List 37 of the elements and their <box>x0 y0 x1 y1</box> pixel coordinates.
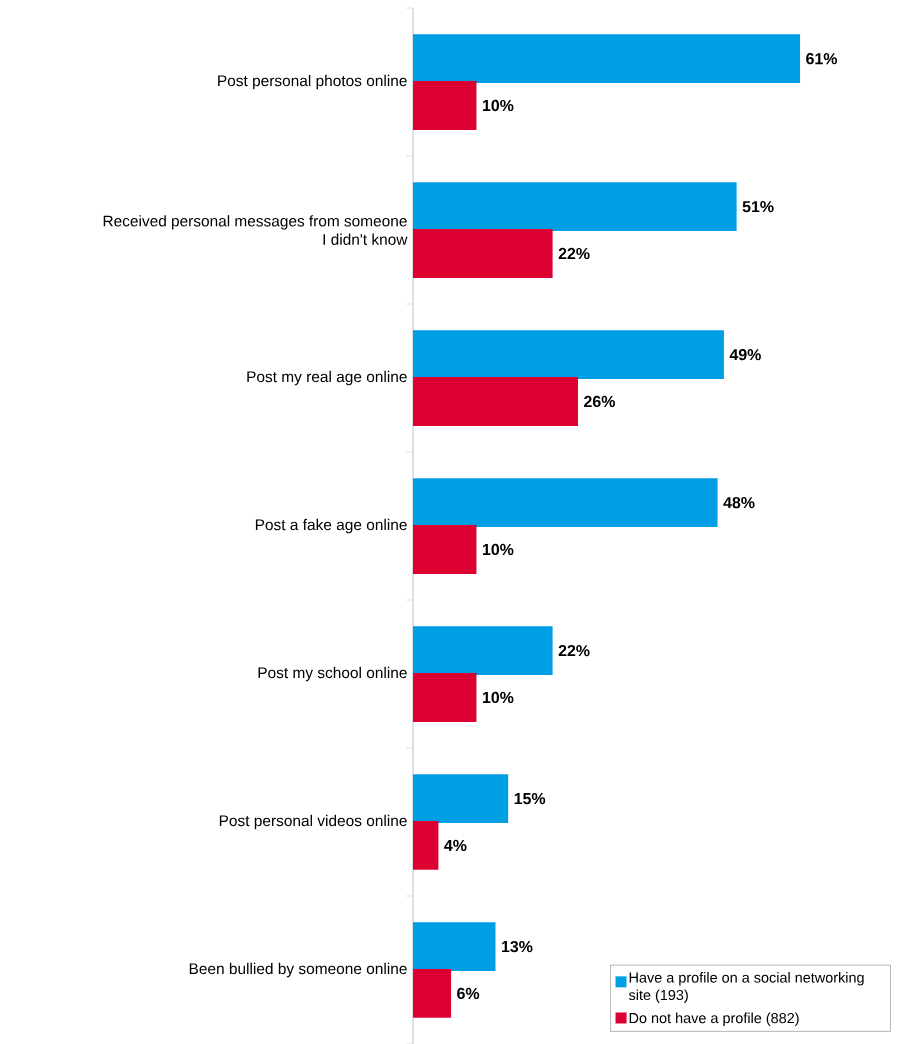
data-label: 6% <box>457 987 480 1000</box>
y-tick-label: Received personal messages from someone I didn't know <box>103 215 408 245</box>
data-label: 49% <box>729 348 761 361</box>
bar <box>413 626 553 676</box>
legend-label: Have a profile on a social networking site (193) <box>628 972 864 1003</box>
legend-label: Do not have a profile (882) <box>629 1012 799 1027</box>
bar <box>413 821 439 870</box>
y-tick-label: Post my real age online <box>247 370 407 386</box>
data-label: 10% <box>482 691 514 704</box>
bar <box>413 969 452 1018</box>
data-label: 13% <box>502 940 533 953</box>
data-label: 22% <box>558 644 590 657</box>
data-label: 22% <box>558 247 590 260</box>
bar <box>413 478 718 528</box>
y-tick-label: Been bullied by someone online <box>189 962 407 978</box>
bar <box>413 81 477 130</box>
y-tick-label: Post a fake age online <box>255 518 407 534</box>
bar <box>413 525 477 574</box>
data-label: 4% <box>444 839 467 852</box>
bar <box>413 673 477 722</box>
y-tick-label: Post personal videos online <box>219 814 407 830</box>
bar <box>413 182 737 232</box>
bar <box>413 330 724 380</box>
data-label: 15% <box>514 792 546 805</box>
y-tick-label: Post my school online <box>258 666 407 682</box>
data-label: 10% <box>482 543 514 556</box>
bar <box>413 377 578 426</box>
bar <box>413 34 801 84</box>
data-label: 61% <box>806 53 838 65</box>
bar <box>413 229 553 278</box>
data-label: 51% <box>742 201 774 213</box>
y-tick-label: Post personal photos online <box>218 74 407 90</box>
bar <box>413 774 509 824</box>
data-label: 26% <box>584 395 615 408</box>
data-label: 10% <box>482 99 514 112</box>
data-label: 48% <box>723 496 755 509</box>
bar <box>413 922 496 972</box>
